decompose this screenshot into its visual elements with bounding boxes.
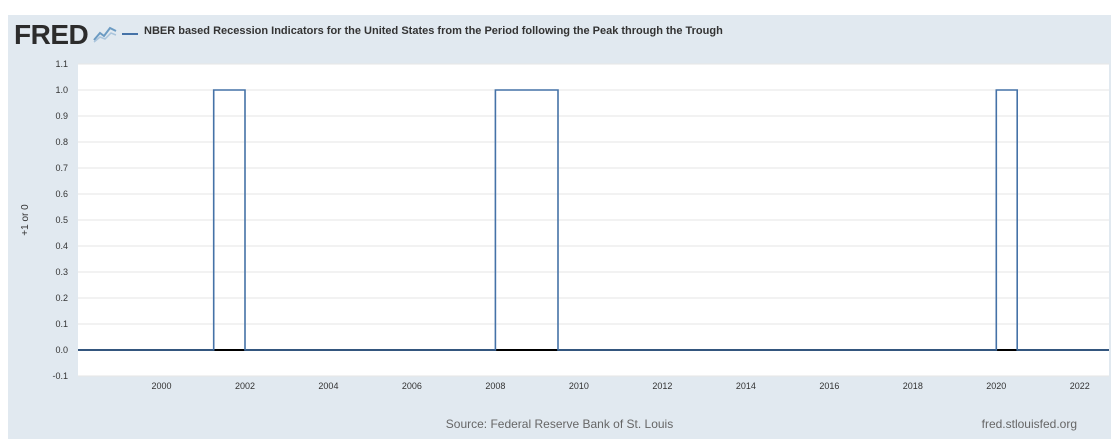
x-tick-label: 2006 (402, 381, 422, 391)
x-tick-label: 2014 (736, 381, 756, 391)
x-tick-label: 2016 (819, 381, 839, 391)
y-tick-label: 0.6 (55, 189, 68, 199)
fred-graph-icon (92, 23, 118, 43)
y-tick-label: 0.9 (55, 111, 68, 121)
x-tick-label: 2012 (652, 381, 672, 391)
y-tick-label: -0.1 (52, 371, 68, 381)
series-line (78, 89, 1109, 351)
x-tick-label: 2004 (318, 381, 338, 391)
legend-series-line (122, 33, 138, 35)
y-tick-label: 0.1 (55, 319, 68, 329)
y-tick-label: 0.8 (55, 137, 68, 147)
y-tick-label: 0.3 (55, 267, 68, 277)
y-tick-label: 1.0 (55, 85, 68, 95)
x-tick-label: 2018 (903, 381, 923, 391)
chart-header: FRED NBER based Recession Indicators for… (8, 15, 1111, 57)
chart-svg: -0.1 0.0 0.1 0.2 0.3 0.4 0.5 0.6 0.7 0.8 0.9 1.0 1.1… (20, 59, 1109, 391)
x-tick-label: 2000 (151, 381, 171, 391)
chart-frame: FRED NBER based Recession Indicators for… (8, 15, 1111, 439)
x-tick-label: 2020 (986, 381, 1006, 391)
y-tick-label: 0.0 (55, 345, 68, 355)
fred-site-link[interactable]: fred.stlouisfed.org (981, 417, 1077, 431)
series-title[interactable]: NBER based Recession Indicators for the … (144, 25, 723, 37)
y-tick-label: 1.1 (55, 59, 68, 69)
x-tick-label: 2022 (1070, 381, 1090, 391)
y-tick-label: 0.5 (55, 215, 68, 225)
y-tick-label: 0.4 (55, 241, 68, 251)
y-axis-title: +1 or 0 (20, 204, 31, 236)
y-tick-label: 0.7 (55, 163, 68, 173)
y-tick-label: 0.2 (55, 293, 68, 303)
x-tick-label: 2008 (485, 381, 505, 391)
source-note: Source: Federal Reserve Bank of St. Loui… (445, 417, 674, 431)
fred-logo[interactable]: FRED (14, 19, 89, 50)
x-tick-label: 2002 (235, 381, 255, 391)
x-tick-label: 2010 (569, 381, 589, 391)
